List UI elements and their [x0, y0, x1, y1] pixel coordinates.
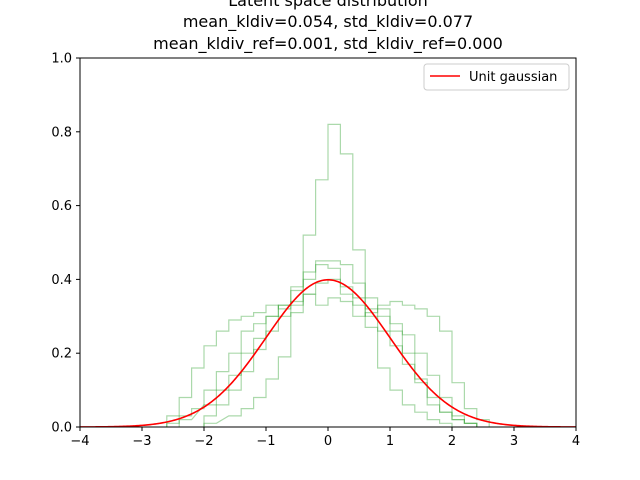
y-tick-label: 0.8	[51, 125, 72, 140]
y-tick-label: 0.6	[51, 199, 72, 214]
y-tick-label: 0.4	[51, 273, 72, 288]
x-tick-label: −1	[256, 434, 275, 449]
x-tick-label: 1	[386, 434, 394, 449]
histogram-series-2	[203, 278, 490, 427]
title-line: mean_kldiv=0.054, std_kldiv=0.077	[183, 12, 473, 32]
histogram-series-4	[203, 123, 453, 427]
axes: −4 −3 −2 −1 0 1 2 3 4 0.0 0.2 0.4 0.6 0.8 1.0	[51, 52, 580, 450]
title-line: mean_kldiv_ref=0.001, std_kldiv_ref=0.00…	[153, 34, 503, 54]
x-tick-label: −4	[70, 434, 89, 449]
x-tick-label: 3	[510, 434, 518, 449]
legend-box	[423, 63, 570, 91]
y-tick-label: 1.0	[51, 52, 72, 67]
histogram-series-1	[178, 260, 478, 427]
x-tick-label: 4	[572, 434, 580, 449]
histogram-series-3	[166, 293, 478, 427]
plot-area	[80, 123, 576, 427]
x-tick-label: 2	[448, 434, 456, 449]
legend: Unit gaussian	[423, 63, 570, 91]
unit-gaussian-curve	[80, 278, 576, 427]
x-tick-label: −3	[132, 434, 151, 449]
title-line: Latent space distribution	[228, 0, 428, 10]
legend-label: Unit gaussian	[469, 70, 557, 85]
y-tick-label: 0.0	[51, 421, 72, 436]
chart-title: Latent space distribution mean_kldiv=0.05…	[153, 0, 503, 54]
histogram-series-0	[166, 264, 478, 427]
x-tick-label: −2	[194, 434, 213, 449]
y-tick-label: 0.2	[51, 347, 72, 362]
x-tick-label: 0	[324, 434, 332, 449]
